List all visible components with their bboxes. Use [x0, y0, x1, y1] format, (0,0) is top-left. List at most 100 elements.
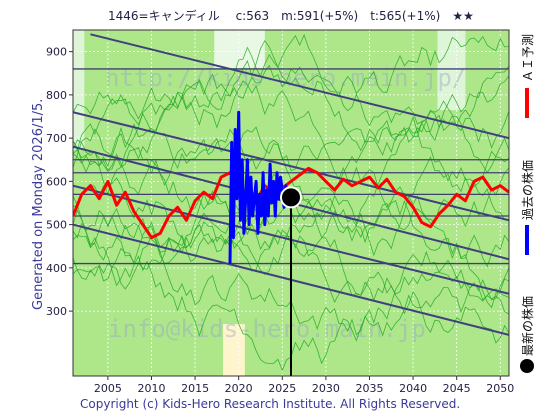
- x-tick-label: 2030: [312, 382, 340, 395]
- past-price-point: [245, 198, 247, 200]
- x-tick-label: 2035: [355, 382, 383, 395]
- simulation-line: [73, 80, 509, 268]
- past-price-point: [264, 224, 266, 226]
- trend-line: [90, 33, 509, 140]
- watermark-bottom: info@kids-hero.main.jp: [108, 315, 426, 343]
- x-tick-label: 2020: [225, 382, 253, 395]
- ai-prediction-point: [150, 237, 153, 239]
- legend-swatch: [520, 359, 534, 373]
- past-price-point: [231, 141, 233, 144]
- y-tick-label: 400: [46, 262, 67, 275]
- past-price-point: [278, 198, 280, 200]
- ai-prediction-point: [342, 178, 344, 180]
- past-price-point: [271, 202, 273, 204]
- past-price-point: [238, 111, 240, 113]
- past-price-point: [272, 180, 275, 182]
- ai-prediction-point: [159, 232, 161, 234]
- ai-prediction-point: [142, 224, 144, 226]
- latest-price-marker: [280, 186, 302, 209]
- ai-prediction-point: [482, 176, 484, 178]
- ai-prediction-point: [194, 200, 196, 202]
- plot-area: http://kids-hero.main.jp/ info@kids-hero…: [73, 30, 509, 376]
- past-price-point: [253, 198, 255, 200]
- simulation-line: [73, 33, 509, 168]
- past-price-point: [274, 215, 276, 217]
- x-tick-label: 2025: [268, 382, 296, 395]
- past-price-point: [243, 232, 245, 234]
- ai-prediction-point: [490, 189, 493, 191]
- past-price-point: [241, 159, 243, 161]
- ai-prediction-point: [203, 191, 205, 193]
- x-tick-label: 2045: [443, 382, 471, 395]
- ai-prediction-point: [116, 204, 118, 206]
- y-tick-label: 300: [46, 305, 67, 318]
- ai-prediction-point: [220, 176, 222, 178]
- y-axis-ticks: 300 400 500 600 700 800 900: [46, 46, 73, 318]
- x-tick-label: 2005: [94, 382, 122, 395]
- ai-prediction-point: [168, 215, 170, 217]
- y-tick-label: 900: [46, 46, 67, 59]
- past-price-point: [236, 198, 238, 200]
- ai-prediction-point: [334, 189, 336, 191]
- ai-prediction-point: [368, 176, 371, 178]
- ai-prediction-point: [211, 198, 214, 200]
- y-tick-label: 500: [46, 219, 67, 232]
- ai-prediction-point: [447, 204, 449, 206]
- past-price-point: [276, 172, 278, 174]
- ai-prediction-point: [325, 180, 327, 182]
- ai-prediction-point: [360, 180, 362, 182]
- x-tick-label: 2010: [137, 382, 165, 395]
- ai-prediction-point: [177, 206, 179, 208]
- legend-label: ＡＩ予測: [521, 34, 535, 82]
- simulation-line: [73, 100, 509, 172]
- x-tick-label: 2050: [486, 382, 514, 395]
- past-price-point: [250, 176, 252, 178]
- ai-prediction-point: [499, 185, 501, 187]
- simulation-line: [73, 128, 509, 257]
- ai-prediction-point: [395, 191, 397, 193]
- ai-prediction-point: [299, 174, 301, 176]
- ai-prediction-point: [403, 195, 405, 198]
- ai-prediction-point: [98, 198, 100, 200]
- past-price-point: [252, 215, 254, 217]
- past-price-point: [262, 172, 264, 174]
- legend-label: 過去の株価: [520, 160, 535, 220]
- past-price-point: [234, 128, 236, 131]
- ai-prediction-point: [107, 180, 109, 182]
- ai-prediction-point: [386, 178, 388, 180]
- chart-title: 1446=キャンディル c:563 m:591(+5%) t:565(+1%) …: [108, 8, 474, 23]
- ai-prediction-point: [412, 206, 414, 208]
- past-price-line: [228, 110, 289, 264]
- x-tick-label: 2040: [399, 382, 427, 395]
- band-yellow: [222, 324, 245, 376]
- x-axis-ticks: 2005 2010 2015 2020 2025 2030 2035 2040 2045 2050: [94, 376, 514, 395]
- plot-border: [72, 29, 510, 377]
- past-price-point: [229, 262, 231, 265]
- x-tick-label: 2015: [181, 382, 209, 395]
- ai-prediction-point: [351, 185, 353, 187]
- ai-prediction-point: [421, 221, 423, 224]
- generated-caption: Generated on Monday 2026/1/5.: [31, 99, 46, 310]
- ai-prediction-point: [438, 213, 440, 215]
- past-price-point: [255, 180, 257, 182]
- past-price-point: [267, 215, 269, 217]
- past-price-point: [248, 224, 250, 226]
- past-price-point: [269, 163, 271, 165]
- copyright-text: Copyright (c) Kids-Hero Research Institu…: [80, 397, 460, 411]
- band-light: [73, 30, 85, 150]
- past-price-point: [265, 189, 268, 191]
- past-price-point: [246, 159, 248, 161]
- ai-prediction-point: [456, 193, 458, 195]
- ai-prediction-point: [307, 167, 310, 169]
- past-price-point: [232, 237, 235, 239]
- ai-prediction-point: [316, 172, 318, 174]
- ai-prediction-point: [429, 226, 432, 228]
- y-tick-label: 700: [46, 132, 67, 145]
- past-price-point: [259, 193, 261, 195]
- past-price-point: [285, 185, 287, 187]
- ai-prediction-point: [124, 191, 126, 193]
- trend-line: [73, 111, 509, 222]
- ai-prediction-point: [377, 187, 379, 189]
